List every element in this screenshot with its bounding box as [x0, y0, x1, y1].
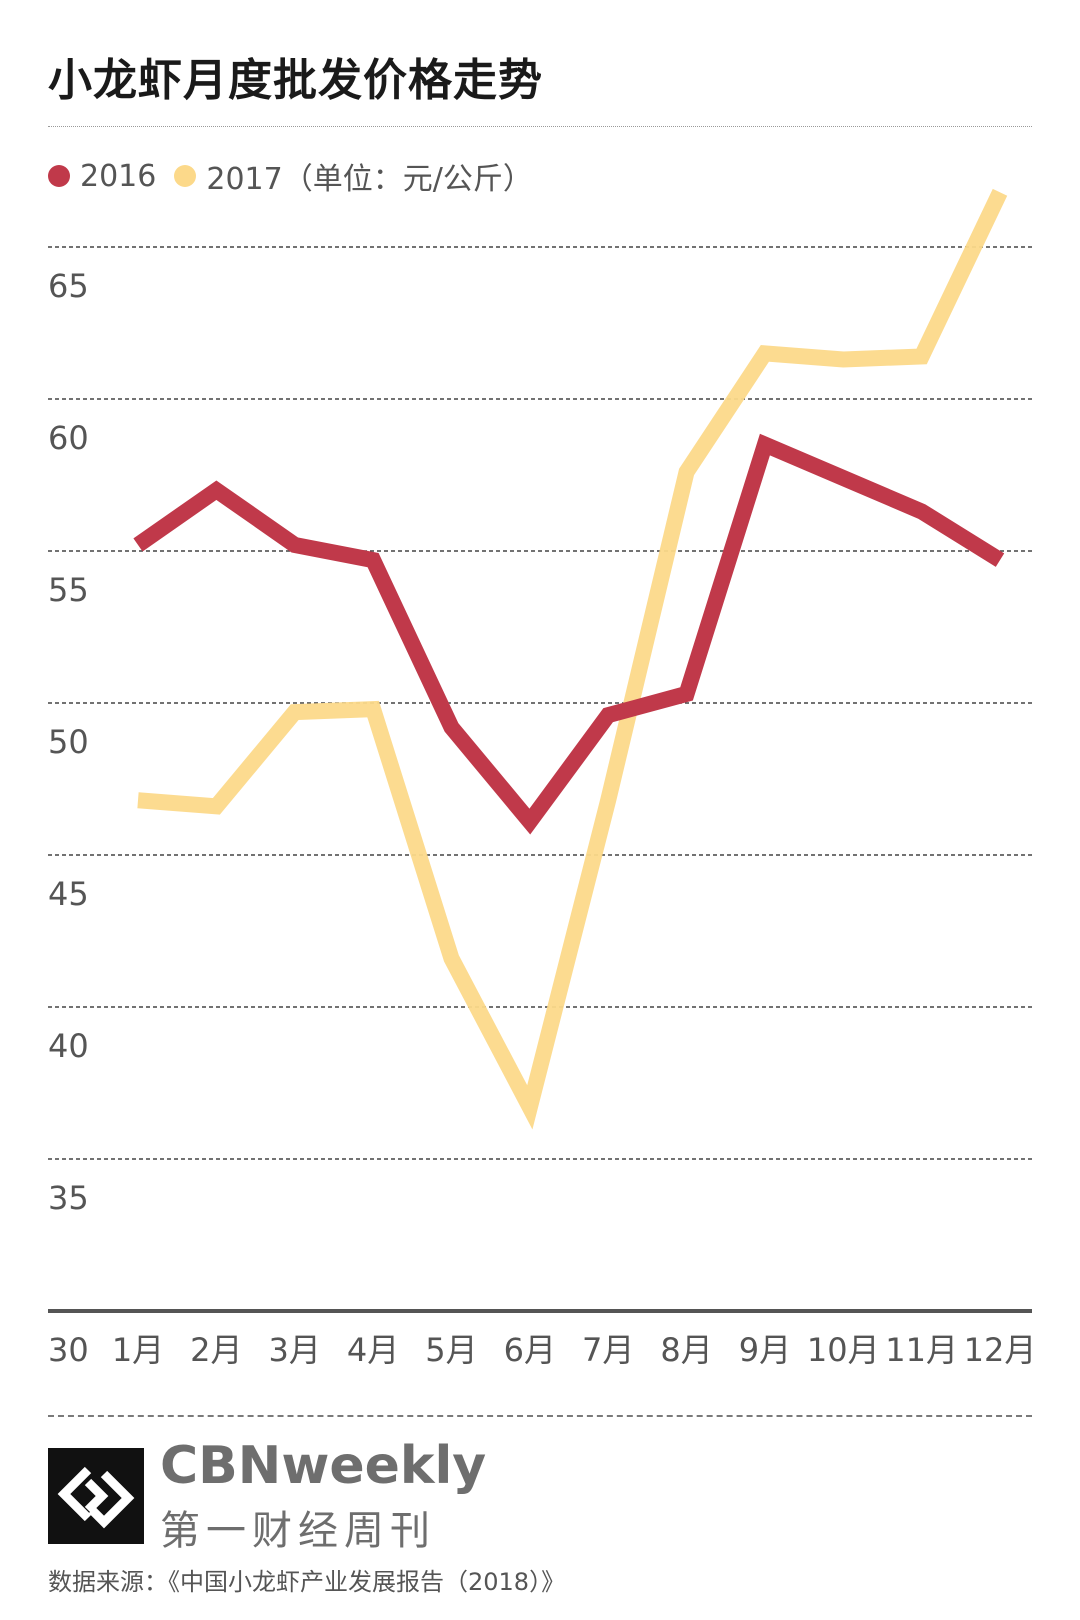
- legend-dot-2017: [174, 165, 197, 187]
- y-tick-label-35: 35: [48, 1179, 89, 1217]
- x-tick-label-8: 8月: [660, 1331, 712, 1369]
- y-tick-label-65: 65: [48, 267, 89, 305]
- x-tick-label-4: 4月: [347, 1331, 399, 1369]
- y-tick-label-40: 40: [48, 1027, 89, 1065]
- x-tick-label-7: 7月: [582, 1331, 634, 1369]
- legend: 2016 2017（单位：元/公斤）: [48, 154, 533, 198]
- cbn-logo-icon: [48, 1448, 144, 1544]
- x-tick-label-11: 11月: [885, 1331, 958, 1369]
- series-line-2017: [137, 188, 1008, 1130]
- footer-divider: [48, 1415, 1032, 1417]
- x-tick-label-10: 10月: [807, 1331, 880, 1369]
- x-tick-label-5: 5月: [425, 1331, 477, 1369]
- x-tick-label-6: 6月: [504, 1331, 556, 1369]
- brand-name-en: CBNweekly: [160, 1436, 487, 1496]
- x-tick-label-1: 1月: [112, 1331, 164, 1369]
- series-line-2016: [133, 433, 1005, 835]
- y-tick-label-60: 60: [48, 419, 89, 457]
- brand-name-cn: 第一财经周刊: [160, 1508, 436, 1554]
- x-tick-label-9: 9月: [739, 1331, 791, 1369]
- legend-item-2016: 2016: [48, 159, 156, 194]
- chart-title: 小龙虾月度批发价格走势: [48, 55, 543, 106]
- legend-label-2016: 2016: [80, 158, 157, 194]
- x-tick-label-12: 12月: [964, 1331, 1037, 1369]
- y-tick-label-50: 50: [48, 723, 89, 761]
- line-chart: 35 40 45 50 55 60 65 30 1月 2月 3月 4月 5月 6月 7月 8月 9月 10月 11月…: [48, 188, 1037, 1369]
- x-tick-label-2: 2月: [190, 1331, 242, 1369]
- y-tick-label-55: 55: [48, 571, 89, 609]
- y-tick-label-30: 30: [48, 1331, 89, 1369]
- y-tick-label-45: 45: [48, 875, 89, 913]
- x-tick-label-3: 3月: [269, 1331, 321, 1369]
- title-divider: [48, 126, 1032, 127]
- data-source-note: 数据来源：《中国小龙虾产业发展报告（2018）》: [48, 1568, 566, 1596]
- legend-dot-2016: [48, 165, 70, 187]
- legend-item-2017: 2017（单位：元/公斤）: [174, 154, 533, 198]
- legend-label-2017: 2017（单位：元/公斤）: [206, 162, 533, 197]
